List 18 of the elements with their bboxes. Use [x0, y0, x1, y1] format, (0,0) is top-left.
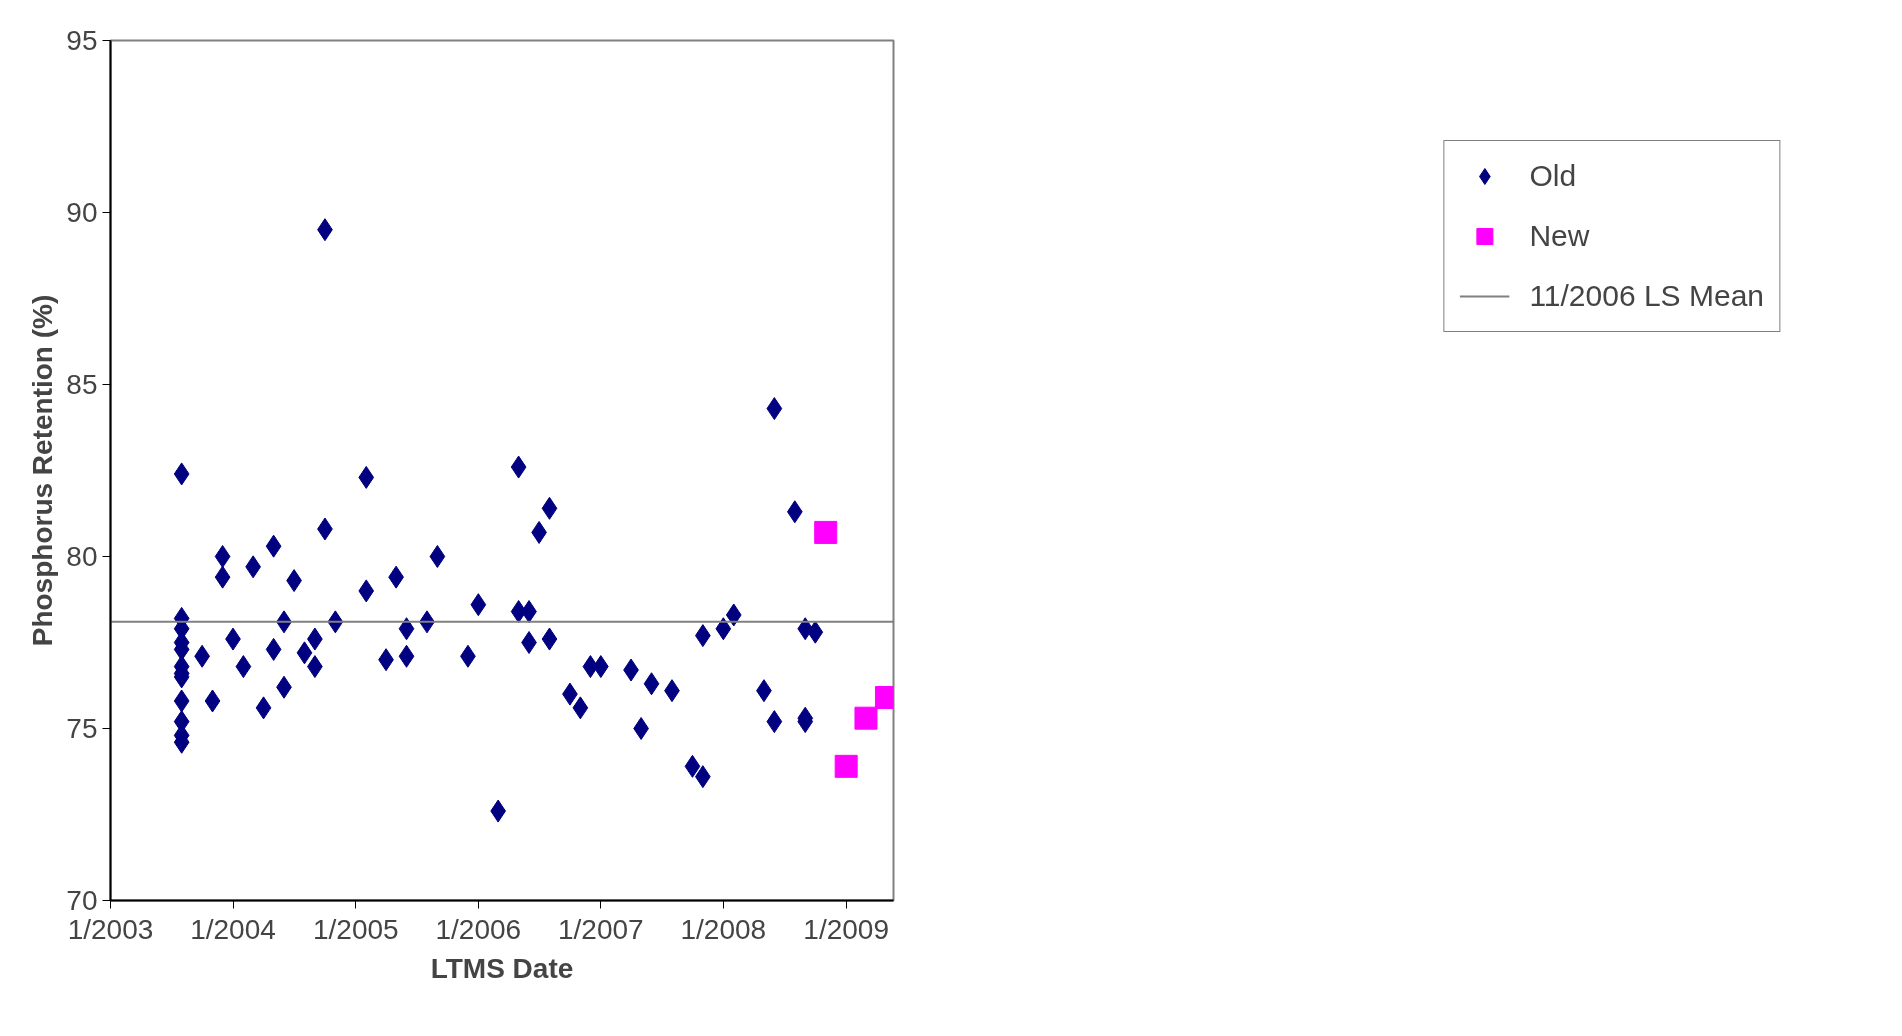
- y-tick-label: 80: [66, 541, 98, 572]
- x-tick-label: 1/2004: [190, 913, 276, 945]
- y-tick-label: 85: [66, 369, 98, 400]
- x-tick-label: 1/2007: [558, 913, 644, 945]
- x-axis-title: LTMS Date: [430, 952, 574, 984]
- x-tick-label: 1/2003: [67, 913, 154, 945]
- x-tick-label: 1/2005: [313, 913, 399, 945]
- legend-label: New: [1529, 219, 1590, 253]
- legend-label: 11/2006 LS Mean: [1529, 279, 1764, 313]
- x-tick-label: 1/2009: [803, 913, 889, 945]
- x-tick-label: 1/2008: [680, 913, 767, 945]
- y-tick-label: 75: [66, 713, 98, 744]
- y-tick-label: 95: [66, 25, 98, 56]
- legend-label: Old: [1529, 159, 1577, 193]
- y-tick-label: 70: [66, 885, 98, 916]
- x-tick-label: 1/2006: [435, 913, 522, 945]
- y-axis-title: Phosphorus Retention (%): [27, 294, 59, 647]
- y-tick-label: 90: [66, 197, 98, 228]
